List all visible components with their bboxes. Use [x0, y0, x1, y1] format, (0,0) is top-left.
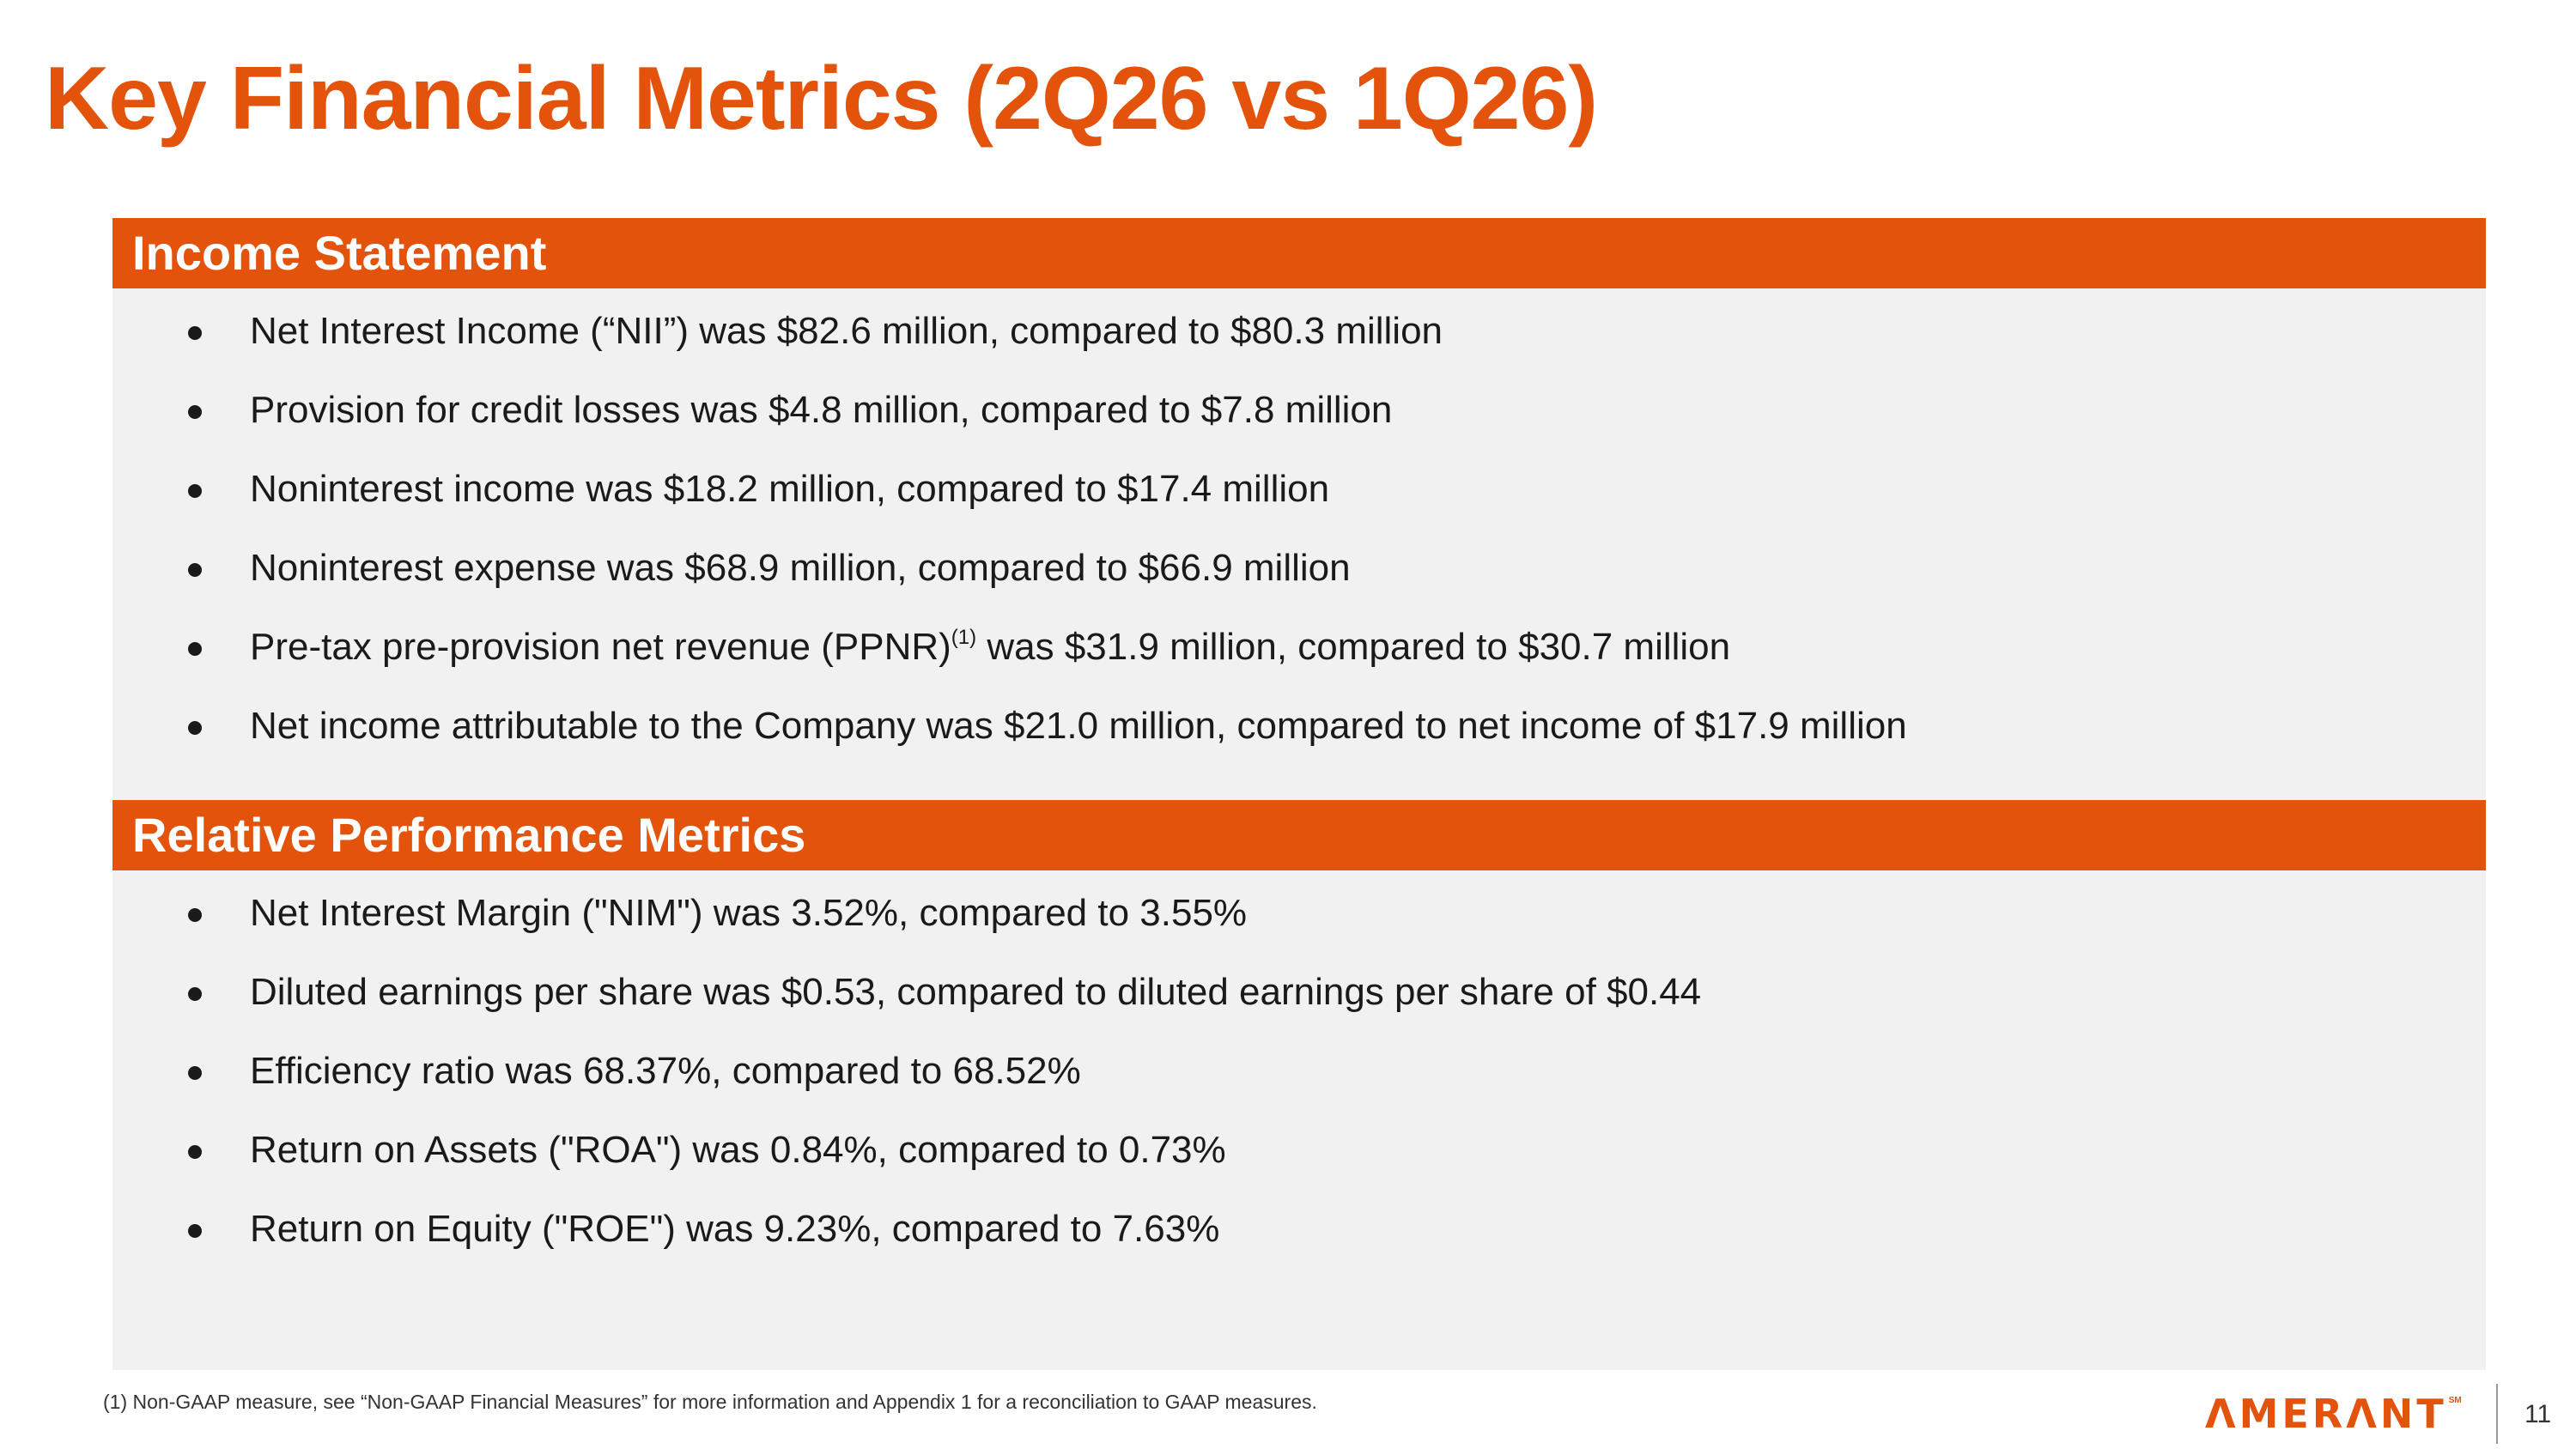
ppnr-text-after: was $31.9 million, compared to $30.7 mil… — [976, 626, 1731, 668]
list-item: Pre-tax pre-provision net revenue (PPNR)… — [112, 608, 2486, 687]
ppnr-text-before: Pre-tax pre-provision net revenue (PPNR) — [250, 626, 951, 668]
income-statement-header: Income Statement — [112, 218, 2486, 288]
relative-performance-panel: Relative Performance Metrics Net Interes… — [112, 800, 2486, 1370]
service-mark: SM — [2448, 1396, 2462, 1405]
list-item: Net Interest Income (“NII”) was $82.6 mi… — [112, 292, 2486, 371]
income-statement-list: Net Interest Income (“NII”) was $82.6 mi… — [112, 292, 2486, 766]
slide-title: Key Financial Metrics (2Q26 vs 1Q26) — [45, 49, 1598, 149]
page-number: 11 — [2524, 1400, 2552, 1428]
list-item: Noninterest expense was $68.9 million, c… — [112, 529, 2486, 608]
footnote: (1) Non-GAAP measure, see “Non-GAAP Fina… — [103, 1391, 1317, 1413]
list-item: Return on Assets ("ROA") was 0.84%, comp… — [112, 1111, 2486, 1190]
footnote-reference: (1) — [951, 626, 977, 649]
list-item: Net Interest Margin ("NIM") was 3.52%, c… — [112, 874, 2486, 953]
list-item: Diluted earnings per share was $0.53, co… — [112, 953, 2486, 1032]
list-item: Return on Equity ("ROE") was 9.23%, comp… — [112, 1190, 2486, 1269]
list-item: Provision for credit losses was $4.8 mil… — [112, 371, 2486, 450]
relative-performance-header: Relative Performance Metrics — [112, 800, 2486, 870]
list-item: Efficiency ratio was 68.37%, compared to… — [112, 1032, 2486, 1111]
footer-divider — [2496, 1384, 2498, 1444]
list-item: Noninterest income was $18.2 million, co… — [112, 450, 2486, 529]
logo-wordmark: ΛMERΛNT — [2205, 1391, 2447, 1437]
relative-performance-list: Net Interest Margin ("NIM") was 3.52%, c… — [112, 874, 2486, 1269]
list-item: Net income attributable to the Company w… — [112, 687, 2486, 766]
amerant-logo: ΛMERΛNT SM — [2205, 1389, 2462, 1439]
income-statement-panel: Income Statement Net Interest Income (“N… — [112, 218, 2486, 802]
